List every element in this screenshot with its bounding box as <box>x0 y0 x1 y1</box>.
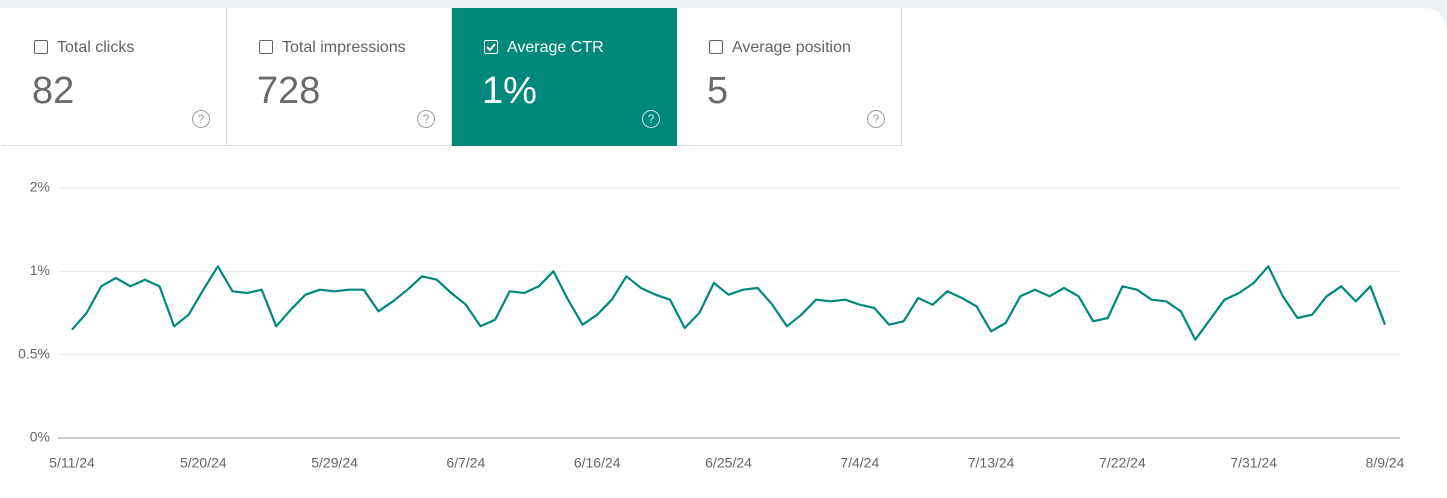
help-icon: ? <box>867 110 885 128</box>
x-tick-label: 5/29/24 <box>311 455 358 471</box>
card-label: Average CTR <box>507 39 604 56</box>
help-icon: ? <box>642 110 660 128</box>
x-tick-label: 7/13/24 <box>968 455 1015 471</box>
card-label: Average position <box>732 39 851 56</box>
card-label: Total clicks <box>57 39 135 56</box>
help-icon: ? <box>192 110 210 128</box>
card-value: 1% <box>482 70 537 112</box>
help-icon: ? <box>417 110 435 128</box>
card-label: Total impressions <box>282 39 406 56</box>
x-tick-label: 8/9/24 <box>1366 455 1405 471</box>
panel <box>0 8 1447 498</box>
x-tick-label: 5/20/24 <box>180 455 227 471</box>
x-tick-label: 7/22/24 <box>1099 455 1146 471</box>
metric-card[interactable]: Average CTR 1%? <box>452 8 677 146</box>
x-tick-label: 6/16/24 <box>574 455 621 471</box>
y-tick-label: 0% <box>30 429 50 445</box>
y-tick-label: 2% <box>30 179 50 195</box>
x-tick-label: 5/11/24 <box>49 455 95 471</box>
x-tick-label: 6/25/24 <box>705 455 752 471</box>
card-value: 82 <box>32 70 75 112</box>
card-value: 5 <box>707 70 729 112</box>
checkbox <box>34 40 48 54</box>
card-value: 728 <box>257 70 321 112</box>
x-tick-label: 7/4/24 <box>840 455 879 471</box>
x-tick-label: 6/7/24 <box>446 455 485 471</box>
x-tick-label: 7/31/24 <box>1230 455 1277 471</box>
metric-card[interactable]: Total clicks 82? <box>2 8 227 146</box>
checkbox <box>709 40 723 54</box>
y-tick-label: 1% <box>30 262 50 278</box>
y-tick-label: 0.5% <box>18 345 50 361</box>
checkbox <box>259 40 273 54</box>
metric-card[interactable]: Total impressions 728? <box>227 8 452 146</box>
metric-card[interactable]: Average position 5? <box>677 8 902 146</box>
checkbox <box>484 40 498 54</box>
ctr-line <box>71 265 1387 341</box>
